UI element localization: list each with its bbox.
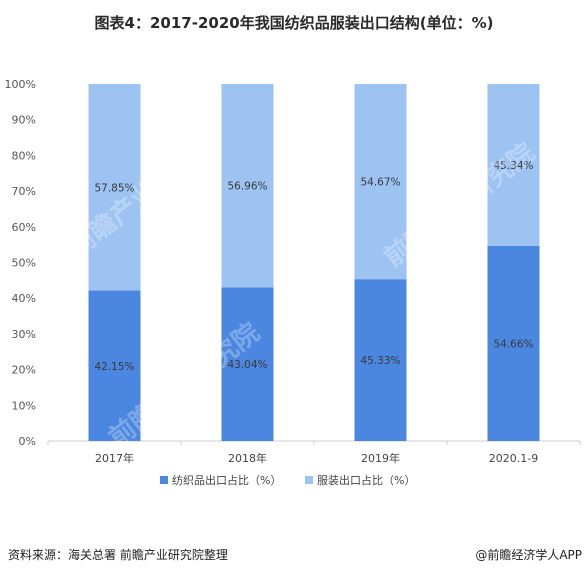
y-tick-label: 10% [12, 399, 36, 412]
y-tick-label: 60% [12, 221, 36, 234]
legend-label: 服装出口占比（%） [317, 473, 415, 487]
data-label: 54.67% [360, 177, 400, 189]
y-tick-label: 90% [12, 114, 36, 127]
data-label: 43.04% [227, 359, 267, 371]
x-tick-label: 2020.1-9 [489, 452, 538, 465]
data-label: 45.33% [360, 355, 400, 367]
y-tick-label: 100% [5, 78, 36, 91]
y-tick-label: 80% [12, 149, 36, 162]
x-tick-label: 2019年 [361, 451, 400, 465]
brand-credit: @前瞻经济学人APP [475, 548, 582, 562]
bar-segment [221, 287, 274, 441]
bar-segment [221, 84, 274, 288]
legend-swatch [305, 476, 313, 484]
bar-segment [88, 84, 141, 291]
data-label: 42.15% [94, 361, 134, 373]
y-tick-label: 40% [12, 292, 36, 305]
legend-label: 纺织品出口占比（%） [172, 473, 281, 487]
data-label: 54.66% [493, 338, 533, 350]
y-tick-label: 70% [12, 185, 36, 198]
bar-segment [88, 290, 141, 441]
x-tick-label: 2018年 [228, 451, 267, 465]
y-tick-label: 20% [12, 364, 36, 377]
y-tick-label: 30% [12, 328, 36, 341]
y-tick-label: 0% [19, 435, 36, 448]
data-label: 56.96% [227, 181, 267, 193]
y-tick-label: 50% [12, 257, 36, 270]
source-note: 资料来源：海关总署 前瞻产业研究院整理 [8, 548, 228, 562]
bar-segment [487, 245, 540, 441]
x-tick-label: 2017年 [95, 451, 134, 465]
data-label: 45.34% [493, 160, 533, 172]
data-label: 57.85% [94, 182, 134, 194]
bar-segment [354, 279, 407, 441]
chart-title: 图表4：2017-2020年我国纺织品服装出口结构(单位：%) [94, 14, 494, 32]
bar-segment [487, 84, 540, 246]
bar-segment [354, 84, 407, 280]
legend-swatch [160, 476, 168, 484]
